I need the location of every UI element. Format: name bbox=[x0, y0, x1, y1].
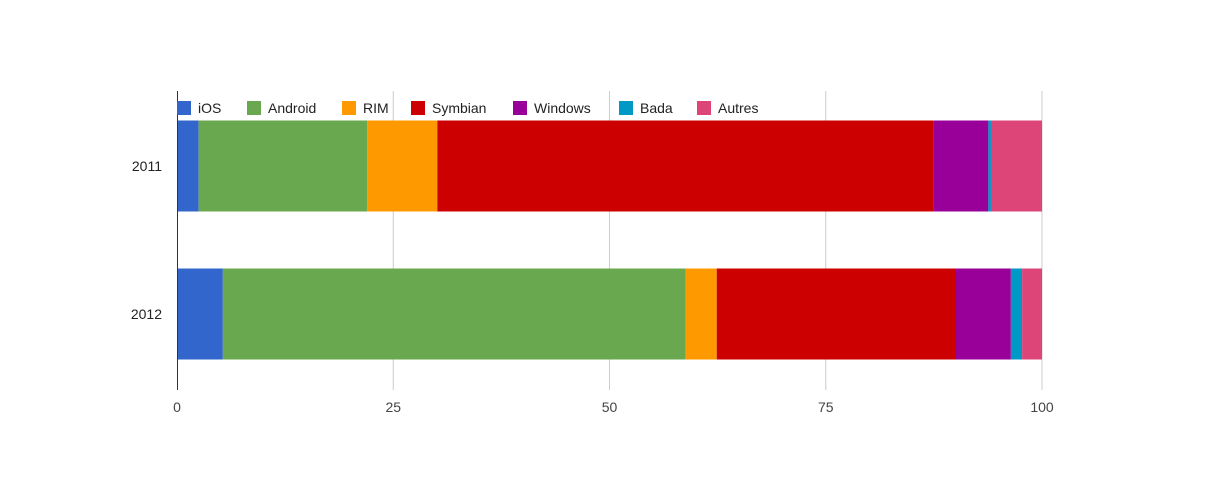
bar-2011-windows bbox=[933, 120, 989, 212]
legend-swatch-windows bbox=[513, 101, 527, 115]
bar-2011-ios bbox=[177, 120, 199, 212]
x-tick-label-50: 50 bbox=[602, 399, 618, 415]
legend-label-bada: Bada bbox=[640, 100, 673, 116]
legend-label-symbian: Symbian bbox=[432, 100, 486, 116]
bar-2012-bada bbox=[1010, 268, 1023, 360]
bar-2011-symbian bbox=[437, 120, 934, 212]
category-label-2011: 2011 bbox=[132, 158, 162, 174]
legend-swatch-rim bbox=[342, 101, 356, 115]
legend-label-autres: Autres bbox=[718, 100, 758, 116]
bar-2011-bada bbox=[988, 120, 991, 212]
legend-label-windows: Windows bbox=[534, 100, 591, 116]
axes: 0 25 50 75 100 2011 2012 bbox=[131, 91, 1054, 415]
bar-2012-autres bbox=[1022, 268, 1042, 360]
x-tick-label-25: 25 bbox=[385, 399, 401, 415]
bar-2012-rim bbox=[685, 268, 717, 360]
bar-2012-windows bbox=[955, 268, 1011, 360]
x-tick-label-75: 75 bbox=[818, 399, 834, 415]
legend-swatch-symbian bbox=[411, 101, 425, 115]
legend-swatch-ios bbox=[177, 101, 191, 115]
x-tick-label-100: 100 bbox=[1030, 399, 1054, 415]
legend-swatch-autres bbox=[697, 101, 711, 115]
bar-2011-rim bbox=[367, 120, 438, 212]
legend-label-rim: RIM bbox=[363, 100, 389, 116]
legend-label-android: Android bbox=[268, 100, 316, 116]
bar-2011-autres bbox=[990, 120, 1042, 212]
bar-2012-symbian bbox=[716, 268, 956, 360]
category-label-2012: 2012 bbox=[131, 306, 162, 322]
bar-2012-android bbox=[222, 268, 686, 360]
legend-swatch-android bbox=[247, 101, 261, 115]
legend-swatch-bada bbox=[619, 101, 633, 115]
bars bbox=[177, 120, 1042, 360]
x-tick-label-0: 0 bbox=[173, 399, 181, 415]
legend-label-ios: iOS bbox=[198, 100, 221, 116]
legend: iOS Android RIM Symbian Windows Bada Autres bbox=[177, 100, 758, 116]
bar-2011-android bbox=[198, 120, 368, 212]
bar-2012-ios bbox=[177, 268, 223, 360]
